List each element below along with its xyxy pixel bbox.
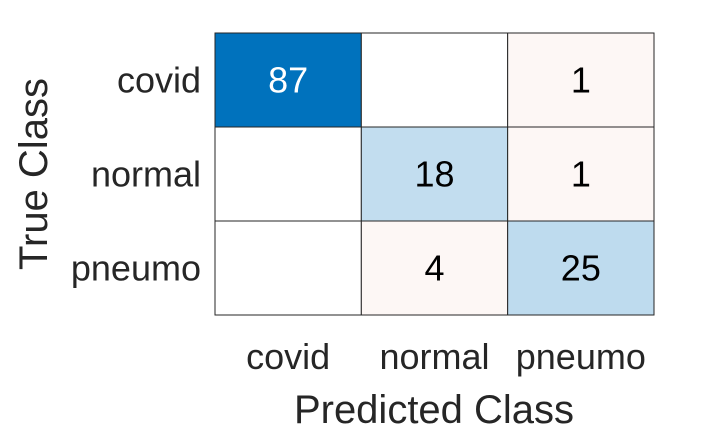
- y-tick-covid: covid: [117, 60, 201, 101]
- cell-value-normal-pneumo: 1: [571, 154, 591, 195]
- x-tick-labels: covid normal pneumo: [246, 336, 646, 377]
- heatmap-cells: [214, 32, 655, 316]
- x-tick-covid: covid: [246, 336, 330, 377]
- y-axis-title: True Class: [12, 78, 56, 270]
- plot-frame: [214, 32, 655, 316]
- cell-value-pneumo-normal: 4: [424, 248, 444, 289]
- heatmap-cell-normal-pneumo: [507, 126, 655, 222]
- heatmap-cell-pneumo-covid: [214, 220, 362, 316]
- x-axis-title: Predicted Class: [294, 388, 574, 432]
- heatmap-cell-covid-normal: [360, 32, 509, 128]
- heatmap-cell-normal-covid: [214, 126, 362, 222]
- y-tick-labels: covid normal pneumo: [71, 60, 201, 289]
- heatmap-cell-labels: 87 1 18 1 4 25: [268, 60, 601, 289]
- cell-value-pneumo-pneumo: 25: [561, 248, 601, 289]
- cell-value-covid-covid: 87: [268, 60, 308, 101]
- x-tick-pneumo: pneumo: [516, 336, 646, 377]
- cell-value-normal-normal: 18: [414, 154, 454, 195]
- heatmap-cell-normal-normal: [360, 126, 509, 222]
- heatmap-cell-covid-covid: [214, 32, 362, 128]
- cell-value-covid-pneumo: 1: [571, 60, 591, 101]
- heatmap-cell-pneumo-normal: [360, 220, 509, 316]
- y-tick-pneumo: pneumo: [71, 248, 201, 289]
- y-tick-normal: normal: [91, 154, 201, 195]
- x-tick-normal: normal: [379, 336, 489, 377]
